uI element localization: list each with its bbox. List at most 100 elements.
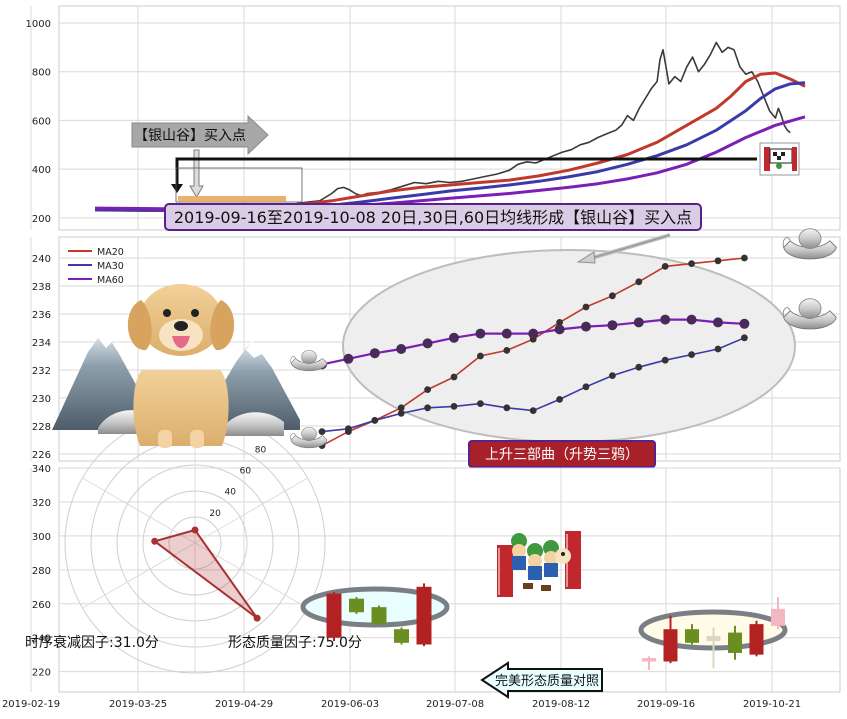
legend-label-ma60: MA60 xyxy=(97,275,124,286)
candle-body xyxy=(642,658,656,662)
data-point-ma60 xyxy=(528,328,539,339)
candle-body xyxy=(349,598,364,613)
radar-spoke xyxy=(82,477,196,544)
silver-ingot-icon xyxy=(782,298,837,330)
data-point-ma30 xyxy=(556,396,563,403)
data-point-ma20 xyxy=(450,373,458,381)
y-tick-label: 220 xyxy=(32,668,51,679)
left-pattern-group xyxy=(300,583,450,647)
price-panel-frame xyxy=(58,5,841,231)
x-tick-label: 2019-10-21 xyxy=(743,699,801,710)
y-tick-label: 226 xyxy=(32,450,51,461)
data-point-ma30 xyxy=(477,400,484,407)
y-tick-label: 240 xyxy=(32,634,51,645)
y-tick-label: 800 xyxy=(32,68,51,79)
candle-body xyxy=(416,586,432,645)
y-tick-label: 228 xyxy=(32,422,51,433)
buy-point-label: 【银山谷】买入点 xyxy=(134,128,246,144)
candle-body xyxy=(394,629,409,643)
ma-zoom-panel-series xyxy=(317,254,750,449)
candle-body xyxy=(728,632,742,653)
data-point-ma60 xyxy=(475,328,486,339)
silver-ingot-icon xyxy=(782,228,837,260)
data-point-ma60 xyxy=(501,328,512,339)
radar-r-tick: 20 xyxy=(209,509,221,519)
y-tick-label: 234 xyxy=(32,338,51,349)
radar-area xyxy=(152,528,258,619)
silver-ingot-icon xyxy=(290,349,328,372)
right-pattern-group xyxy=(638,596,788,670)
data-point-ma20 xyxy=(609,292,616,300)
buy-point-callout: 【银山谷】买入点 xyxy=(131,114,269,198)
flag-icon xyxy=(759,142,800,176)
data-point-ma30 xyxy=(741,334,748,342)
x-tick-label: 2019-08-12 xyxy=(532,699,590,710)
candle-body xyxy=(706,636,721,642)
data-point-ma60 xyxy=(422,338,433,349)
silver-valley-bracket xyxy=(171,157,757,203)
gray-pointer-arrow xyxy=(576,233,671,264)
y-tick-label: 236 xyxy=(32,310,51,321)
x-axis-date-labels: 2019-02-19 2019-03-25 2019-04-29 2019-06-03… xyxy=(2,699,801,710)
y-tick-label: 240 xyxy=(32,254,51,265)
radar-r-tick: 80 xyxy=(255,445,267,455)
legend-label-ma20: MA20 xyxy=(97,247,124,258)
radar-point xyxy=(191,526,199,534)
data-point-ma20 xyxy=(635,278,643,286)
radar-spoke xyxy=(82,542,196,609)
data-point-ma20 xyxy=(556,319,563,326)
mario-characters-icon xyxy=(497,531,581,597)
data-point-ma30 xyxy=(609,372,616,379)
data-point-ma60 xyxy=(739,318,750,329)
gray-arrow-icon xyxy=(189,149,204,198)
series-line-price xyxy=(94,41,791,213)
data-point-ma30 xyxy=(318,428,326,435)
data-point-ma20 xyxy=(714,257,722,265)
radar-spoke xyxy=(194,542,308,609)
data-point-ma20 xyxy=(397,404,405,412)
data-point-ma30 xyxy=(450,403,458,410)
data-point-ma30 xyxy=(582,383,590,391)
radar-axis-label: 形态质量因子:75.0分 xyxy=(228,635,362,651)
y-tick-label: 400 xyxy=(32,165,51,176)
data-point-ma60 xyxy=(554,324,565,335)
radar-r-tick: 60 xyxy=(240,467,252,477)
legend-label-ma30: MA30 xyxy=(97,261,124,272)
y-tick-label: 230 xyxy=(32,394,51,405)
data-point-ma30 xyxy=(714,345,722,353)
data-point-ma30 xyxy=(661,356,669,364)
data-point-ma30 xyxy=(371,417,379,424)
silver-ingot-icon xyxy=(290,426,328,449)
y-tick-label: 232 xyxy=(32,366,51,377)
trend-badge: 上升三部曲（升势三鸦） xyxy=(468,440,656,468)
candle-body xyxy=(326,593,342,638)
data-point-ma20 xyxy=(661,263,669,270)
y-tick-label: 320 xyxy=(32,498,51,509)
data-point-ma20 xyxy=(688,260,695,267)
y-tick-label: 280 xyxy=(32,566,51,577)
data-point-ma20 xyxy=(477,352,484,360)
y-tick-label: 238 xyxy=(32,282,51,293)
y-tick-label: 260 xyxy=(32,600,51,611)
banner-text: 2019-09-16至2019-10-08 20日,30日,60日均线形成【银山… xyxy=(174,208,692,227)
radar-spoke xyxy=(194,477,308,544)
candle-body xyxy=(771,608,785,626)
y-tick-label: 600 xyxy=(32,116,51,127)
data-point-ma20 xyxy=(741,254,748,262)
data-point-ma20 xyxy=(424,386,431,393)
candle-body xyxy=(663,629,678,662)
y-tick-label: 340 xyxy=(32,464,51,475)
data-point-ma60 xyxy=(369,348,380,359)
data-point-ma60 xyxy=(343,353,354,364)
data-point-ma30 xyxy=(529,407,537,414)
pattern-panel-y-axis: 220 240 260 280 300 320 340 xyxy=(32,464,51,679)
data-point-ma60 xyxy=(396,344,407,354)
ma-legend: MA20 MA30 MA60 xyxy=(68,247,124,286)
x-tick-label: 2019-03-25 xyxy=(109,699,167,710)
x-tick-label: 2019-07-08 xyxy=(426,699,484,710)
candle-body xyxy=(749,624,764,655)
radar-point xyxy=(253,614,261,622)
data-point-ma60 xyxy=(686,314,697,325)
pattern-panel-frame xyxy=(58,467,841,693)
